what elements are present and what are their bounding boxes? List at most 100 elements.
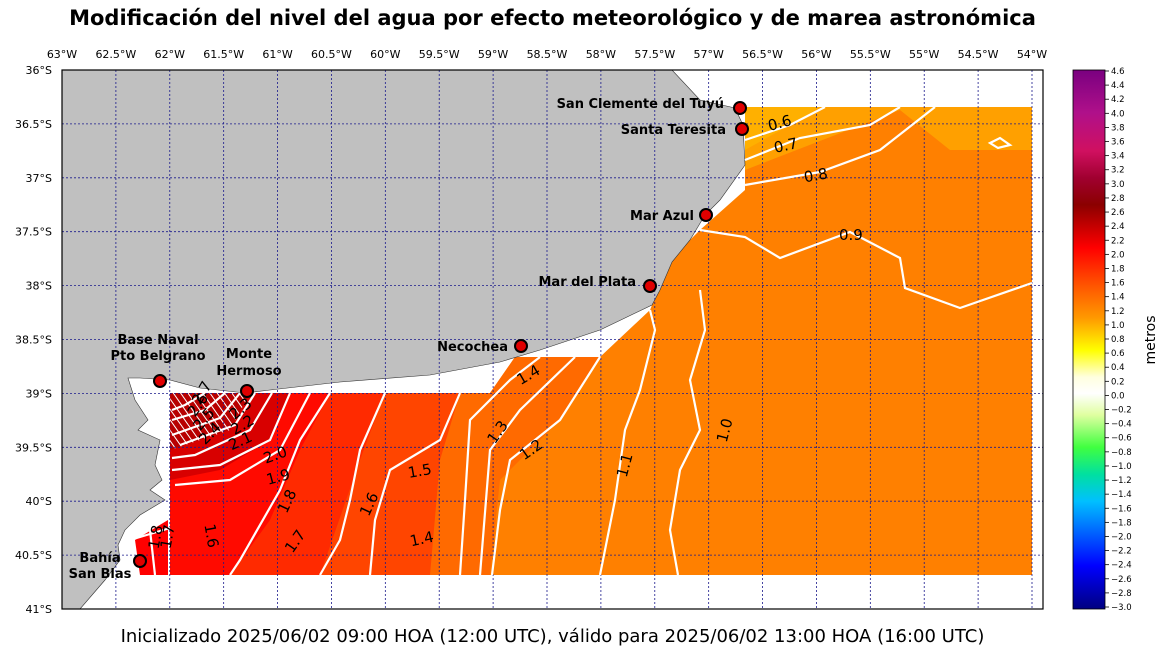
colorbar-tick-label: 1.8: [1111, 264, 1125, 274]
longitude-tick-label: 63°W: [47, 48, 77, 61]
colorbar-tick-label: 0.2: [1111, 377, 1125, 387]
colorbar-tick-label: 0.4: [1111, 363, 1125, 373]
station-label: San Clemente del Tuyú: [557, 97, 724, 112]
longitude-tick-label: 60.5°W: [311, 48, 352, 61]
station-label: Santa Teresita: [621, 123, 726, 138]
contour-label: 1.5: [406, 460, 433, 482]
longitude-tick-label: 55°W: [909, 48, 939, 61]
colorbar-tick-label: 1.2: [1111, 307, 1125, 317]
colorbar-gradient: [1072, 69, 1106, 610]
station-marker-mar-del-plata[interactable]: [643, 279, 657, 293]
latitude-tick-label: 41°S: [26, 603, 52, 616]
colorbar-tick-label: 0.0: [1111, 391, 1125, 401]
longitude-tick-label: 59.5°W: [419, 48, 460, 61]
graticule: [62, 70, 1043, 609]
colorbar-tick-label: 4.0: [1111, 109, 1125, 119]
colorbar-tick-label: 4.2: [1111, 95, 1125, 105]
colorbar-tick-label: −1.0: [1111, 462, 1132, 472]
colorbar-tick-label: 0.8: [1111, 335, 1125, 345]
footer-validity: Inicializado 2025/06/02 09:00 HOA (12:00…: [120, 626, 985, 647]
colorbar-tick-label: −1.2: [1111, 476, 1132, 486]
station-marker-base-naval[interactable]: [153, 374, 167, 388]
latitude-tick-label: 36°S: [26, 64, 52, 77]
colorbar-tick-label: −3.0: [1111, 603, 1132, 613]
latitude-tick-label: 39°S: [26, 387, 52, 400]
longitude-tick-label: 54°W: [1017, 48, 1047, 61]
contour-label: 0.8: [802, 164, 829, 186]
longitude-tick-label: 57.5°W: [634, 48, 675, 61]
contour-label: 0.7: [772, 134, 799, 157]
longitude-tick-label: 60°W: [370, 48, 400, 61]
station-label: Mar del Plata: [539, 275, 637, 290]
colorbar-tick-label: 3.2: [1111, 166, 1125, 176]
station-label: San Blas: [69, 567, 132, 582]
colorbar-tick-label: 4.4: [1111, 81, 1125, 91]
colorbar-tick-label: 1.0: [1111, 321, 1125, 331]
colorbar-tick-label: 2.0: [1111, 250, 1125, 260]
colorbar-tick-label: −2.4: [1111, 561, 1132, 571]
station-marker-necochea[interactable]: [514, 339, 528, 353]
station-label: Bahía: [79, 551, 120, 566]
latitude-tick-label: 36.5°S: [15, 118, 52, 131]
colorbar-tick-label: −0.6: [1111, 434, 1132, 444]
longitude-tick-label: 62°W: [155, 48, 185, 61]
contour-label: 0.9: [839, 226, 863, 244]
contour-label: 1.7: [157, 523, 179, 550]
longitude-tick-label: 55.5°W: [850, 48, 891, 61]
contour-lines: [129, 106, 1033, 576]
colorbar-tick-label: −2.0: [1111, 532, 1132, 542]
map-frame: [61, 69, 1044, 610]
latitude-tick-label: 37.5°S: [15, 226, 52, 239]
longitude-tick-label: 54.5°W: [958, 48, 999, 61]
colorbar-tick-label: −2.8: [1111, 589, 1132, 599]
colorbar: 4.6 4.4 4.2 4.0 3.8 3.6 3.4 3.2 3.0 2.8 2.6 2.4 2.2 2…: [1072, 67, 1159, 613]
colorbar-tick-label: 0.6: [1111, 349, 1125, 359]
station-marker-monte-hermoso[interactable]: [240, 384, 254, 398]
colorbar-tick-label: 3.0: [1111, 180, 1125, 190]
map-title: Modificación del nivel del agua por efec…: [69, 6, 1036, 30]
colorbar-tick-label: 2.8: [1111, 194, 1125, 204]
colorbar-label: metros: [1143, 315, 1159, 364]
contour-label: 1.8: [145, 524, 167, 551]
colorbar-tick-label: −0.2: [1111, 406, 1132, 416]
colorbar-tick-label: −2.2: [1111, 547, 1132, 557]
colorbar-tick-label: −1.4: [1111, 490, 1132, 500]
longitude-tick-label: 61°W: [262, 48, 292, 61]
contour-label: 1.6: [200, 522, 222, 549]
latitude-tick-label: 39.5°S: [15, 441, 52, 454]
latitude-tick-label: 37°S: [26, 172, 52, 185]
latitude-tick-label: 40.5°S: [15, 549, 52, 562]
station-label: Hermoso: [216, 364, 281, 379]
station-marker-mar-azul[interactable]: [699, 208, 713, 222]
latitude-tick-label: 38.5°S: [15, 334, 52, 347]
longitude-tick-label: 61.5°W: [203, 48, 244, 61]
station-marker-santa-teresita[interactable]: [735, 122, 749, 136]
colorbar-tick-label: −1.8: [1111, 518, 1132, 528]
longitude-tick-label: 59°W: [478, 48, 508, 61]
longitude-tick-label: 56°W: [801, 48, 831, 61]
longitude-ticks: 63°W 62.5°W 62°W 61.5°W 61°W 60.5°W 60°W 59.5°W…: [47, 48, 1047, 61]
colorbar-tick-label: 2.4: [1111, 222, 1125, 232]
station-label: Pto Belgrano: [110, 349, 205, 364]
colorbar-tick-label: 4.6: [1111, 67, 1125, 77]
colorbar-ticks: 4.6 4.4 4.2 4.0 3.8 3.6 3.4 3.2 3.0 2.8 2.6 2.4 2.2 2…: [1105, 67, 1132, 613]
latitude-tick-label: 40°S: [26, 495, 52, 508]
longitude-tick-label: 58.5°W: [527, 48, 568, 61]
colorbar-tick-label: 3.4: [1111, 152, 1125, 162]
colorbar-tick-label: 1.6: [1111, 279, 1125, 289]
station-label: Base Naval: [117, 333, 198, 348]
station-marker-san-clemente[interactable]: [733, 101, 747, 115]
colorbar-tick-label: −2.6: [1111, 575, 1132, 585]
colorbar-tick-label: 2.6: [1111, 208, 1125, 218]
contour-label: 1.4: [408, 528, 435, 551]
longitude-tick-label: 57°W: [693, 48, 723, 61]
colorbar-tick-label: 2.2: [1111, 236, 1125, 246]
contour-label: 1.1: [613, 451, 637, 479]
colorbar-tick-label: −0.4: [1111, 420, 1132, 430]
station-marker-bahia-san-blas[interactable]: [133, 554, 147, 568]
contour-label: 1.0: [713, 416, 737, 444]
latitude-tick-label: 38°S: [26, 280, 52, 293]
colorbar-tick-label: 3.8: [1111, 123, 1125, 133]
longitude-tick-label: 62.5°W: [95, 48, 136, 61]
